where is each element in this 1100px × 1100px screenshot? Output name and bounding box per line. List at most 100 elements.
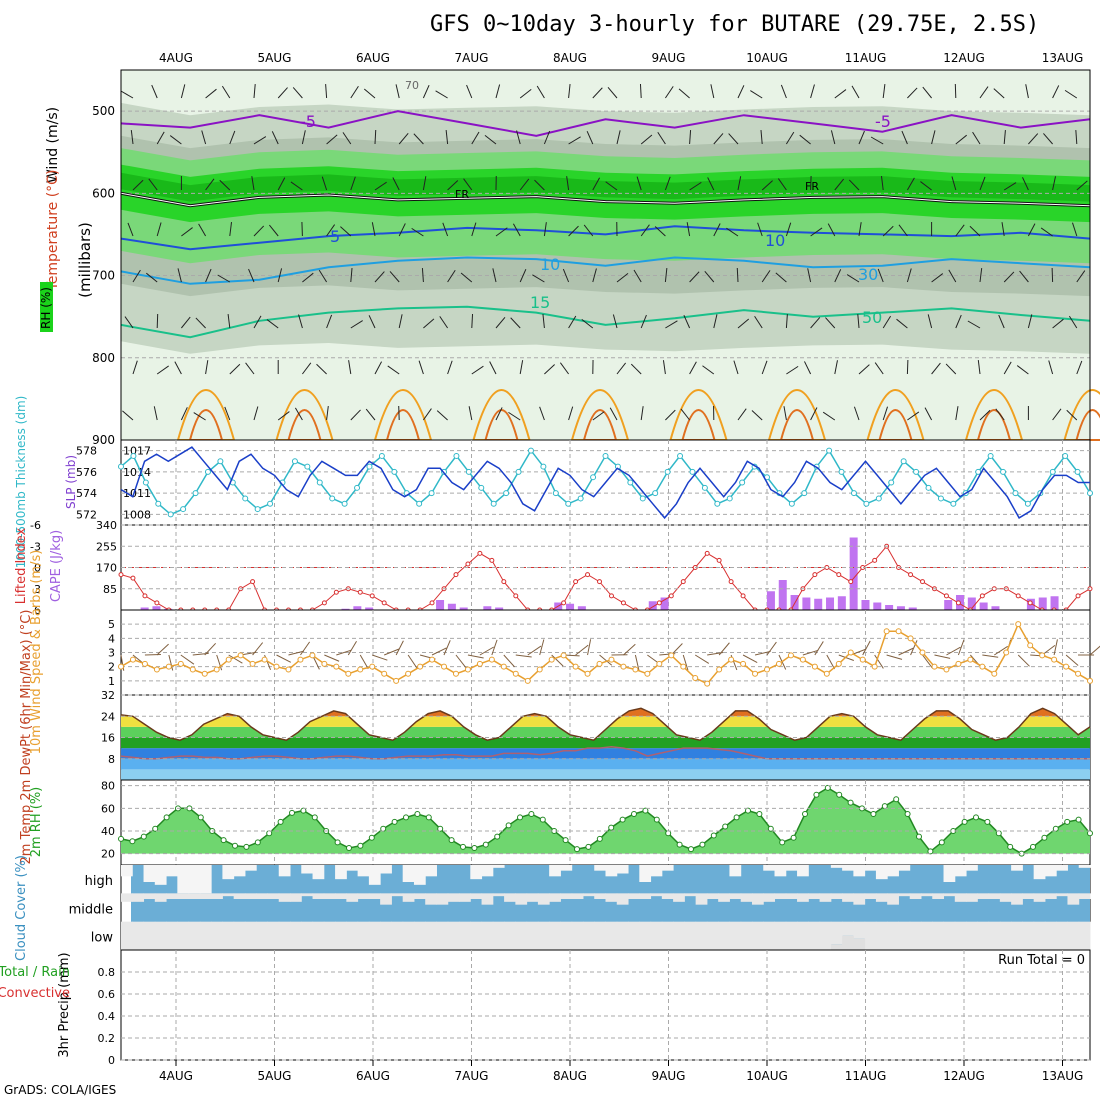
cape-bar bbox=[365, 607, 374, 610]
rh-line-point bbox=[391, 818, 398, 825]
cloud-gap bbox=[425, 921, 437, 950]
wind-barb bbox=[316, 363, 327, 375]
cloud-gap bbox=[774, 921, 787, 950]
wind-barb bbox=[901, 130, 908, 145]
wind-barb bbox=[995, 408, 1005, 421]
cloud-gap bbox=[943, 893, 956, 897]
cloud-gap bbox=[515, 893, 528, 905]
cloud-gap bbox=[830, 893, 843, 899]
cloud-gap bbox=[211, 921, 223, 950]
wind-barb bbox=[321, 176, 328, 191]
thickness-line-point bbox=[242, 495, 249, 502]
cape-bar bbox=[436, 600, 445, 610]
cloud-gap bbox=[808, 893, 821, 899]
wind-barb bbox=[927, 314, 933, 329]
cloud-gap bbox=[988, 921, 1001, 950]
li-point bbox=[920, 579, 926, 585]
cloud-gap bbox=[233, 921, 246, 950]
thickness-line-point bbox=[565, 500, 572, 507]
wind-barb bbox=[495, 316, 506, 329]
y-tick-label: 80 bbox=[101, 780, 115, 793]
x-tick-label-top: 10AUG bbox=[746, 51, 788, 65]
wind-barb-10m bbox=[1089, 645, 1100, 656]
wind-barb bbox=[146, 272, 158, 283]
wind-barb bbox=[979, 409, 991, 421]
wind-speed-line-point bbox=[991, 670, 998, 677]
wind-barb bbox=[713, 314, 718, 329]
low-cloud bbox=[853, 938, 866, 950]
wind-barb bbox=[834, 178, 844, 191]
wind-barb bbox=[780, 84, 787, 99]
wind-barb bbox=[205, 88, 217, 99]
wind-speed-line-point bbox=[441, 663, 447, 670]
wind-barb bbox=[737, 318, 750, 329]
temp-25-contour bbox=[582, 409, 618, 441]
wind-barb bbox=[568, 406, 574, 421]
wind-barb bbox=[857, 314, 860, 329]
cloud-gap bbox=[751, 893, 764, 905]
temp-25-contour bbox=[188, 409, 224, 441]
wind-barb bbox=[728, 133, 739, 145]
rh-line-point bbox=[1075, 816, 1082, 823]
wind-barb bbox=[882, 406, 889, 421]
thickness-line-point bbox=[888, 479, 895, 486]
temp-25-contour bbox=[976, 409, 1012, 441]
wind-barb bbox=[568, 315, 577, 329]
wind-barb-10m bbox=[1053, 639, 1058, 656]
wind-barb bbox=[301, 130, 306, 145]
chart-title: GFS 0~10day 3-hourly for BUTARE (29.75E,… bbox=[430, 12, 1040, 37]
wind-barb bbox=[422, 408, 432, 421]
wind-barb bbox=[539, 406, 545, 421]
wind-barb bbox=[639, 83, 642, 99]
wind-barb bbox=[122, 410, 134, 421]
wind-barb bbox=[151, 84, 158, 99]
wind-barb bbox=[640, 134, 653, 145]
wind-barb bbox=[350, 409, 361, 421]
wind-barb bbox=[568, 136, 581, 145]
thickness-line-point bbox=[527, 447, 534, 454]
wind-barb bbox=[568, 84, 571, 99]
cloud-gap bbox=[853, 865, 866, 877]
contour-label: 10 bbox=[765, 231, 785, 250]
wind-barb bbox=[1064, 89, 1078, 99]
wind-speed-line-point bbox=[381, 670, 388, 677]
wind-speed-line-point bbox=[931, 663, 938, 670]
wind-barb bbox=[1003, 182, 1017, 191]
credit-label: GrADS: COLA/IGES bbox=[4, 1083, 117, 1097]
temp-20-contour bbox=[570, 389, 630, 441]
wind-barb bbox=[882, 84, 886, 99]
wind-speed-line-point bbox=[787, 652, 794, 659]
li-point bbox=[1015, 593, 1021, 599]
wind-barb bbox=[195, 317, 206, 329]
wind-barb bbox=[395, 84, 400, 99]
x-tick-label-bottom: 8AUG bbox=[553, 1069, 587, 1083]
thickness-line-point bbox=[1024, 500, 1031, 507]
isotherm-line bbox=[120, 110, 1091, 137]
cloud-gap bbox=[571, 921, 584, 950]
cloud-gap bbox=[560, 865, 573, 871]
wind-barb bbox=[1027, 223, 1036, 237]
wind-barb bbox=[870, 136, 884, 145]
wind-barb bbox=[848, 179, 860, 191]
thickness-line-point bbox=[267, 500, 274, 507]
rh-line-point bbox=[813, 791, 820, 798]
cloud-gap bbox=[898, 893, 911, 897]
cape-bar bbox=[826, 597, 835, 610]
wind-barb bbox=[205, 360, 209, 375]
rh-line-point bbox=[722, 823, 729, 830]
cloud-gap bbox=[335, 893, 347, 899]
wind-barb bbox=[931, 273, 944, 283]
wind-barb bbox=[495, 227, 508, 237]
temp-25-contour bbox=[681, 409, 716, 441]
li-point bbox=[465, 561, 471, 567]
cloud-gap bbox=[402, 893, 415, 902]
wind-barb bbox=[807, 268, 812, 283]
thickness-line-point bbox=[304, 463, 311, 470]
li-point bbox=[333, 589, 339, 595]
rh-line-point bbox=[699, 841, 706, 848]
wind-speed-line-point bbox=[644, 670, 651, 677]
cloud-gap bbox=[1011, 921, 1023, 950]
cape-bar bbox=[495, 607, 504, 610]
li-point bbox=[573, 579, 579, 585]
legend-wind: Wind (m/s) bbox=[45, 107, 61, 183]
